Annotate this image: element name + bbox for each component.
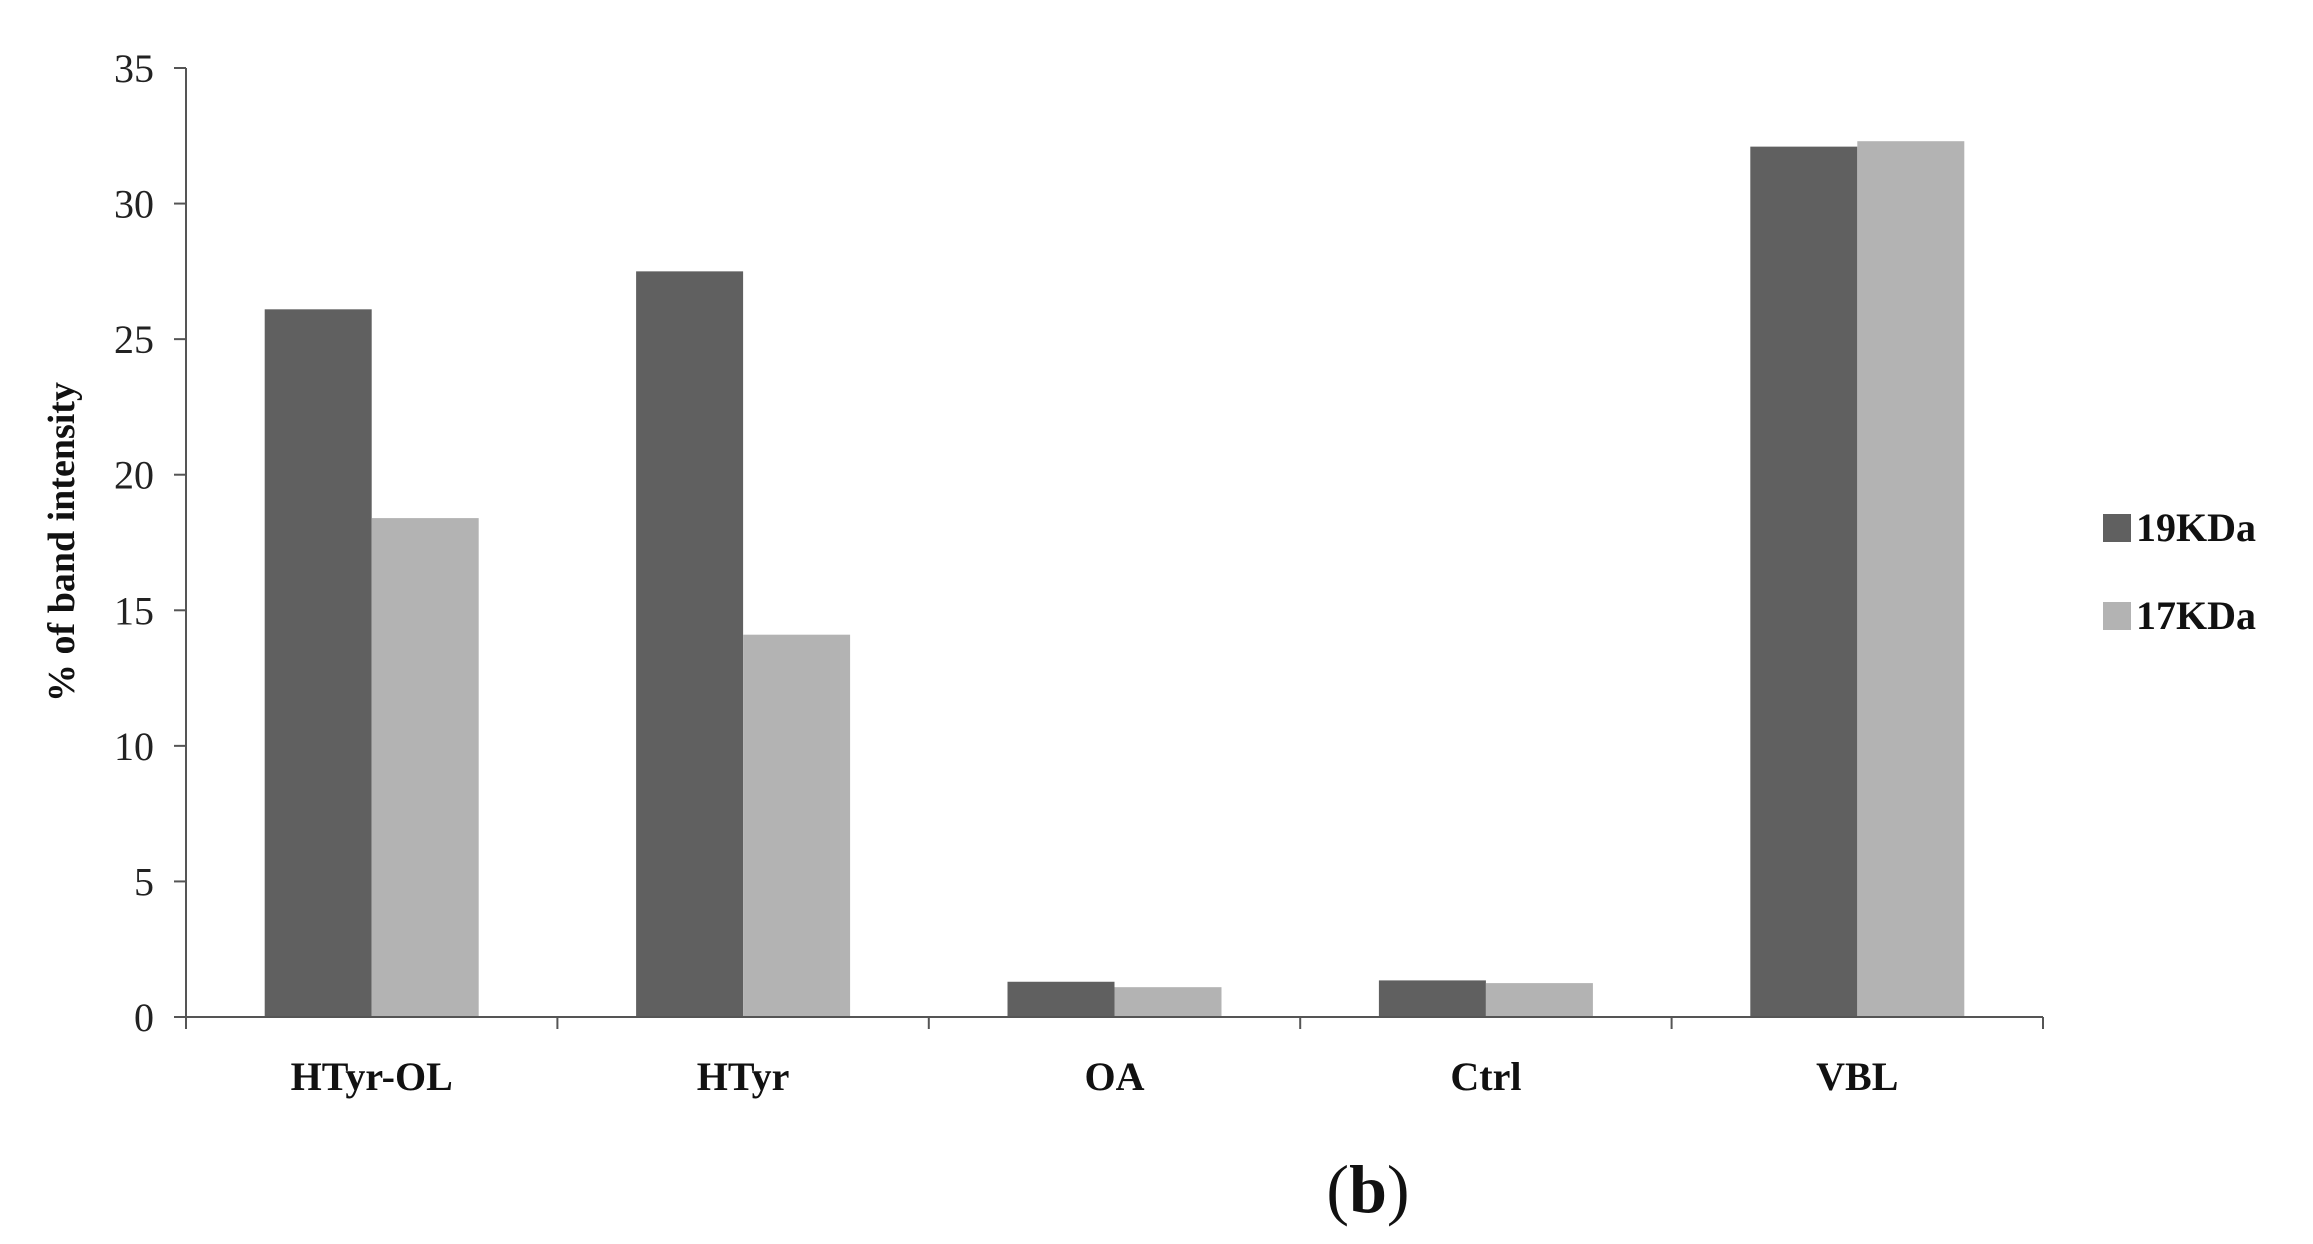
x-ticks: HTyr-OL HTyr OA Ctrl VBL (186, 1017, 2043, 1099)
x-category-label: OA (1085, 1054, 1145, 1099)
x-category-label: Ctrl (1450, 1054, 1521, 1099)
bar-19kda-vbl (1750, 147, 1857, 1017)
y-tick-label: 15 (114, 588, 154, 633)
y-ticks: 0 5 10 15 20 25 30 35 (114, 46, 186, 1040)
y-tick-label: 30 (114, 182, 154, 227)
bar-19kda-oa (1008, 982, 1115, 1017)
bar-19kda-ctrl (1379, 980, 1486, 1017)
bar-17kda-ctrl (1486, 983, 1593, 1017)
y-tick-label: 35 (114, 46, 154, 91)
bars-layer (265, 141, 1965, 1017)
y-tick-label: 5 (134, 859, 154, 904)
legend: 19KDa 17KDa (2103, 505, 2256, 638)
x-category-label: HTyr (697, 1054, 790, 1099)
x-category-label: VBL (1816, 1054, 1898, 1099)
panel-label-close: ) (1387, 1151, 1410, 1227)
bar-17kda-oa (1115, 987, 1222, 1017)
legend-swatch-17kda (2103, 602, 2131, 630)
y-tick-label: 20 (114, 453, 154, 498)
panel-label: (b) (1326, 1151, 1409, 1227)
panel-label-letter: b (1349, 1151, 1387, 1227)
y-tick-label: 25 (114, 317, 154, 362)
y-axis-title: % of band intensity (41, 382, 83, 702)
y-tick-label: 0 (134, 995, 154, 1040)
x-category-label: HTyr-OL (291, 1054, 453, 1099)
bar-17kda-htyr-ol (372, 518, 479, 1017)
legend-swatch-19kda (2103, 514, 2131, 542)
legend-label-17kda: 17KDa (2136, 593, 2256, 638)
y-tick-label: 10 (114, 724, 154, 769)
bar-19kda-htyr (636, 271, 743, 1017)
bar-19kda-htyr-ol (265, 309, 372, 1017)
bar-17kda-htyr (743, 635, 850, 1017)
panel-label-open: ( (1326, 1151, 1349, 1227)
bar-17kda-vbl (1857, 141, 1964, 1017)
legend-label-19kda: 19KDa (2136, 505, 2256, 550)
